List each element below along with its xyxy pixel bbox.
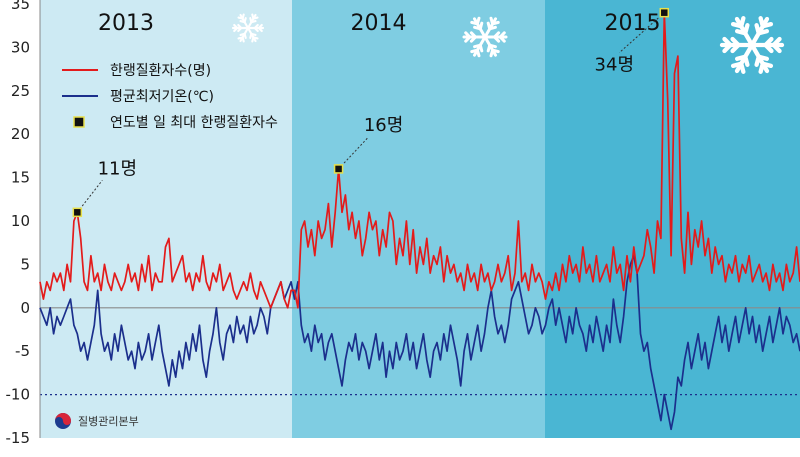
- max-annotation-label: 11명: [98, 158, 137, 179]
- series-layer: [39, 11, 800, 431]
- max-marker: [72, 207, 83, 218]
- annotation-leader: [76, 180, 103, 213]
- y-tick-label: 10: [11, 212, 30, 230]
- y-axis: 35 30 25 20 15 10 5 0 -5 -10 -15: [6, 0, 41, 447]
- period-label-2013: 2013: [98, 11, 154, 36]
- max-annotation-label: 16명: [364, 115, 403, 136]
- snowflake-icon: [231, 13, 265, 43]
- max-marker: [333, 164, 344, 174]
- snowflake-icon: [719, 16, 785, 74]
- y-tick-label: -5: [15, 342, 30, 360]
- government-emblem-icon: [55, 413, 71, 429]
- source-logo-text: 질병관리본부: [78, 415, 139, 428]
- source-logo: 질병관리본부: [55, 413, 139, 429]
- legend-entry: 평균최저기온(℃): [110, 89, 214, 105]
- y-tick-label: 15: [11, 169, 30, 187]
- legend-entry: 한랭질환자수(명): [110, 63, 211, 79]
- snowflake-icon: [462, 16, 508, 58]
- period-band-2013: [40, 0, 292, 438]
- max-markers: 11명 16명 34명: [72, 7, 670, 218]
- y-tick-label: 30: [11, 38, 30, 56]
- y-tick-label: 35: [11, 0, 30, 13]
- y-tick-label: -10: [6, 386, 31, 404]
- y-tick-label: -15: [6, 429, 31, 447]
- legend: 한랭질환자수(명) 평균최저기온(℃) 연도별 일 최대 한랭질환자수: [62, 63, 278, 131]
- y-tick-label: 5: [20, 255, 30, 273]
- max-annotation-label: 34명: [595, 55, 634, 76]
- reference-lines: [40, 307, 800, 396]
- max-marker: [659, 7, 670, 18]
- legend-entry: 연도별 일 최대 한랭질환자수: [110, 115, 278, 131]
- legend-swatch: [73, 116, 85, 128]
- y-tick-label: 25: [11, 82, 30, 100]
- y-tick-label: 0: [20, 299, 30, 317]
- period-label-2015: 2015: [605, 11, 661, 36]
- series-line-cold-illness: [39, 11, 800, 309]
- y-tick-label: 20: [11, 125, 30, 143]
- annotation-leader: [338, 136, 369, 170]
- series-line-min-temperature: [39, 254, 800, 431]
- period-label-2014: 2014: [351, 11, 407, 36]
